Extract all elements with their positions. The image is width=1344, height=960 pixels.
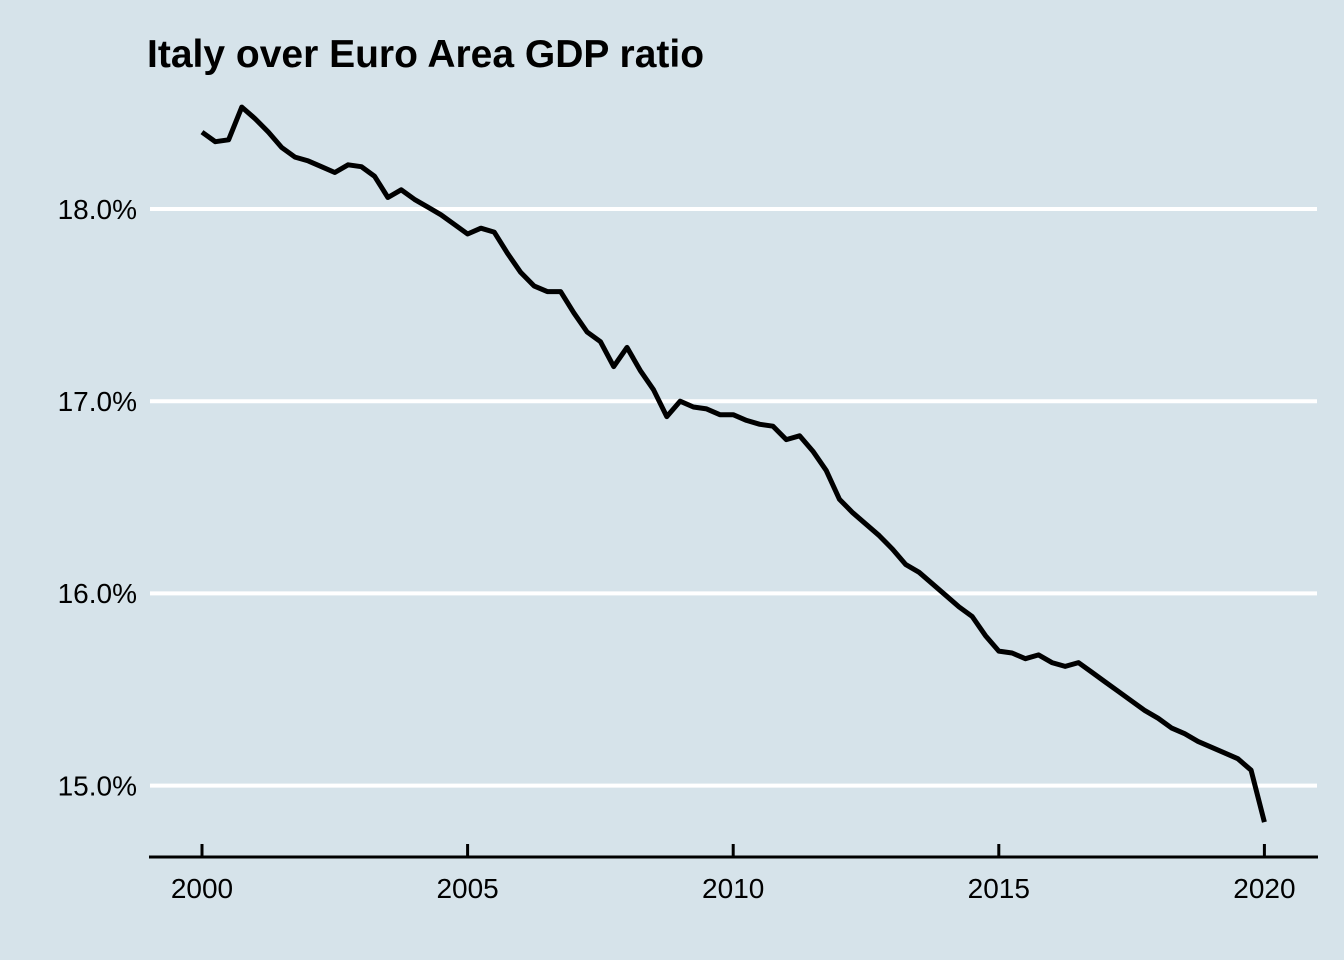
y-axis-tick-label: 17.0% — [58, 386, 137, 417]
series-group — [200, 104, 1267, 823]
x-axis-tick-label: 2000 — [171, 873, 233, 904]
y-axis-tick-label: 18.0% — [58, 194, 137, 225]
gdp-ratio-series-line — [200, 104, 1267, 823]
x-axis-tick-label: 2020 — [1233, 873, 1295, 904]
gridlines-group — [150, 207, 1317, 788]
chart-title: Italy over Euro Area GDP ratio — [147, 33, 705, 76]
y-axis-tick-label: 16.0% — [58, 578, 137, 609]
x-axis-tick-label: 2015 — [968, 873, 1030, 904]
x-axis-group: 2000 2005 2010 2015 2020 — [149, 844, 1318, 904]
y-axis-labels-group: 15.0% 16.0% 17.0% 18.0% — [58, 194, 137, 802]
x-axis-tick-label: 2010 — [702, 873, 764, 904]
y-axis-tick-label: 15.0% — [58, 770, 137, 801]
x-axis-tick-label: 2005 — [436, 873, 498, 904]
